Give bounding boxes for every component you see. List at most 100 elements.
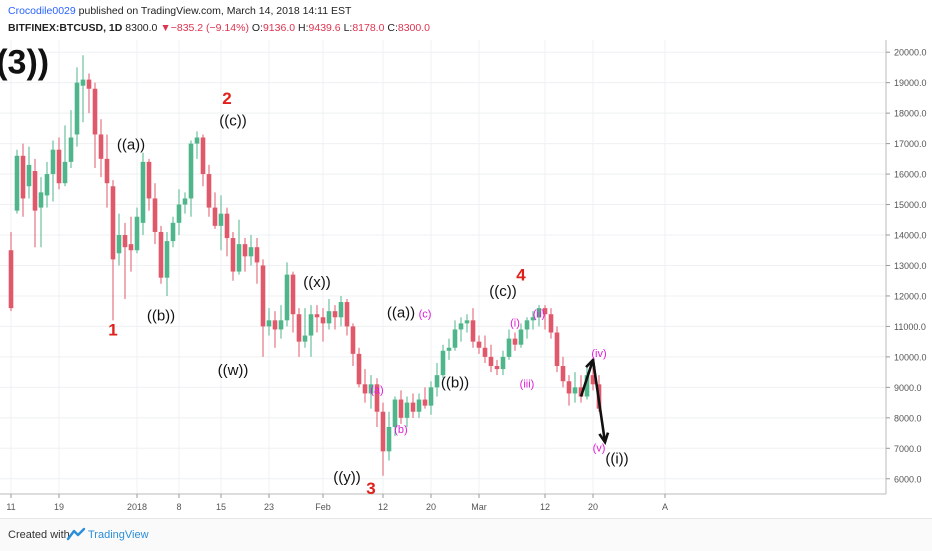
time-tick-label: 23 — [264, 502, 274, 512]
candle-down — [362, 384, 368, 394]
candlestick-chart[interactable]: 20000.019000.018000.017000.016000.015000… — [0, 0, 932, 518]
candle-down — [296, 314, 302, 342]
candle-up — [302, 335, 308, 342]
candle-up — [308, 314, 314, 336]
tradingview-logo-icon[interactable] — [66, 527, 86, 541]
candle-down — [20, 155, 26, 199]
candle-down — [380, 411, 386, 452]
candle-up — [134, 216, 140, 251]
candle-down — [122, 235, 128, 248]
time-tick-label: 15 — [216, 502, 226, 512]
wave-label: ((x)) — [303, 274, 330, 291]
candle-up — [188, 143, 194, 199]
candle-up — [14, 155, 20, 211]
candle-down — [578, 387, 584, 397]
wave-label: (i) — [510, 317, 520, 329]
price-tick-label: 17000.0 — [894, 139, 927, 149]
wave-label: 2 — [222, 89, 231, 108]
time-tick-label: Mar — [471, 502, 487, 512]
tradingview-brand-link[interactable]: TradingView — [88, 529, 149, 541]
wave-label: (iv) — [591, 348, 606, 360]
candle-up — [248, 247, 254, 257]
candle-down — [212, 207, 218, 226]
low-label: L: — [343, 22, 353, 34]
price-tick-label: 9000.0 — [894, 383, 922, 393]
time-tick-label: Feb — [315, 502, 331, 512]
price-tick-label: 18000.0 — [894, 109, 927, 119]
candle-up — [278, 320, 284, 330]
wave-label: 4 — [516, 266, 526, 285]
wave-label: ((c)) — [489, 283, 516, 300]
price-tick-label: 10000.0 — [894, 352, 927, 362]
candle-up — [500, 356, 506, 370]
candle-up — [518, 329, 524, 345]
high-value: 9439.6 — [308, 22, 341, 34]
candle-down — [494, 366, 500, 370]
price-tick-label: 6000.0 — [894, 474, 922, 484]
candle-down — [488, 356, 494, 367]
candle-up — [536, 308, 542, 318]
projection-arrow-line — [591, 359, 607, 443]
candle-down — [398, 399, 404, 418]
candle-up — [50, 149, 56, 175]
candle-down — [230, 238, 236, 272]
candle-down — [242, 244, 248, 257]
candle-down — [470, 320, 476, 342]
candle-down — [272, 320, 278, 330]
price-tick-label: 20000.0 — [894, 48, 927, 58]
candle-up — [140, 161, 146, 223]
wave-label: ((y)) — [333, 469, 360, 486]
last-price: 8300.0 — [125, 22, 158, 34]
wave-label: 1 — [108, 321, 117, 340]
publish-line: Crocodile0029 published on TradingView.c… — [8, 5, 351, 17]
projection-arrow-line — [579, 359, 595, 397]
price-tick-label: 11000.0 — [894, 322, 926, 332]
author-link[interactable]: Crocodile0029 — [8, 5, 76, 17]
candle-down — [290, 274, 296, 315]
wave-label: ((a)) — [117, 137, 145, 154]
projection-arrow-head — [598, 432, 610, 446]
candle-up — [452, 329, 458, 348]
candle-down — [542, 308, 548, 315]
wave-label: (v) — [593, 442, 606, 454]
candle-down — [8, 250, 14, 309]
candle-down — [344, 302, 350, 327]
time-tick-label: 2018 — [127, 502, 147, 512]
candle-down — [260, 265, 266, 327]
candle-up — [392, 399, 398, 427]
candle-up — [26, 164, 32, 187]
candle-down — [56, 149, 62, 184]
price-tick-label: 8000.0 — [894, 413, 922, 423]
wave-label: ((3)) — [0, 44, 49, 82]
candle-up — [458, 323, 464, 330]
candle-down — [476, 341, 482, 348]
candle-down — [224, 213, 230, 239]
close-label: C: — [387, 22, 398, 34]
candle-up — [80, 79, 86, 86]
candle-down — [200, 137, 206, 175]
wave-label: ((b)) — [147, 307, 175, 324]
candle-down — [146, 161, 152, 199]
published-text: published on TradingView.com, March 14, … — [78, 5, 352, 17]
time-tick-label: 20 — [426, 502, 436, 512]
candle-up — [386, 426, 392, 452]
time-tick-label: 19 — [54, 502, 64, 512]
candle-down — [98, 134, 104, 159]
candle-up — [284, 274, 290, 321]
candle-down — [320, 317, 326, 324]
symbol-label: BITFINEX:BTCUSD, 1D — [8, 22, 123, 34]
candle-up — [434, 375, 440, 388]
candle-up — [338, 302, 344, 318]
candle-up — [506, 338, 512, 357]
candle-up — [404, 402, 410, 418]
open-label: O: — [251, 22, 263, 34]
candle-down — [548, 314, 554, 333]
candle-down — [590, 375, 596, 385]
price-tick-label: 14000.0 — [894, 231, 927, 241]
candle-down — [332, 311, 338, 318]
symbol-ohlc-line: BITFINEX:BTCUSD, 1D 8300.0 ▼−835.2 (−9.1… — [8, 22, 430, 34]
price-tick-label: 16000.0 — [894, 170, 927, 180]
candle-up — [38, 192, 44, 208]
candle-up — [218, 213, 224, 226]
candle-up — [440, 350, 446, 376]
